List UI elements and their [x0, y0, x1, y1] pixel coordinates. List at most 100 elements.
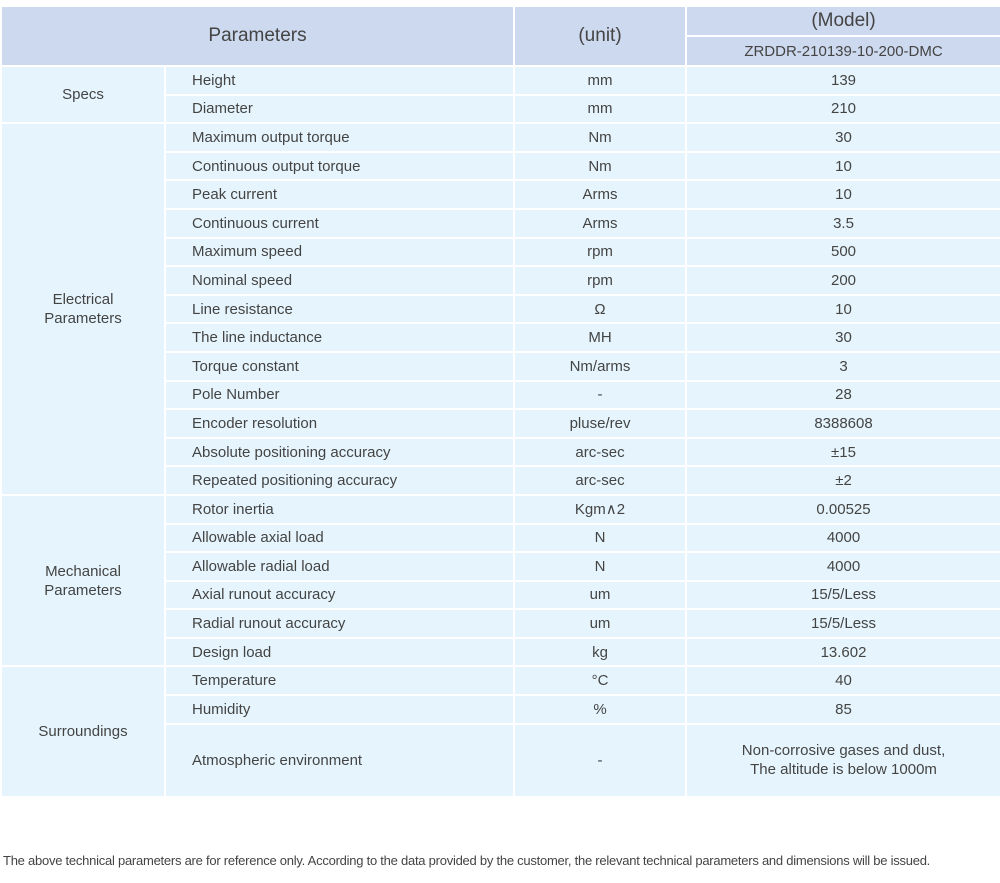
table-row: Nominal speed rpm 200	[1, 265, 1000, 296]
table-row: Line resistance Ω 10	[1, 293, 1000, 325]
header-model-label: (Model)	[685, 5, 1000, 37]
cell-unit: N	[513, 551, 688, 582]
cell-unit: %	[513, 694, 688, 725]
cell-name: Rotor inertia	[163, 493, 516, 525]
cell-unit: pluse/rev	[513, 408, 688, 439]
table-row: Peak current Arms 10	[1, 179, 1000, 210]
cell-unit: Nm	[513, 122, 688, 153]
cell-name: Continuous output torque	[163, 150, 516, 182]
cell-unit: Arms	[513, 207, 688, 239]
cell-unit: kg	[513, 636, 688, 668]
cell-value: 10	[685, 179, 1000, 210]
header-model-name: ZRDDR-210139-10-200-DMC	[685, 35, 1000, 67]
cell-name: Maximum output torque	[163, 122, 516, 153]
cell-unit: N	[513, 522, 688, 554]
cell-unit: -	[513, 722, 688, 798]
table-row: Continuous current Arms 3.5	[1, 207, 1000, 239]
cell-unit: mm	[513, 65, 688, 96]
table-row: Repeated positioning accuracy arc-sec ±2	[1, 465, 1000, 496]
cell-name: Torque constant	[163, 350, 516, 382]
cell-name: Design load	[163, 636, 516, 668]
cell-value: 3.5	[685, 207, 1000, 239]
footnote: The above technical parameters are for r…	[3, 853, 931, 868]
cell-value: 30	[685, 122, 1000, 153]
table-row: Atmospheric environment - Non-corrosive ga…	[1, 722, 1000, 798]
table-row: Torque constant Nm/arms 3	[1, 350, 1000, 382]
cell-value: 8388608	[685, 408, 1000, 439]
cell-name: Continuous current	[163, 207, 516, 239]
cell-name: Height	[163, 65, 516, 96]
table-row: Pole Number -28	[1, 379, 1000, 411]
cell-value: 139	[685, 65, 1000, 96]
cell-name: Allowable axial load	[163, 522, 516, 554]
table-row: Maximum speed rpm 500	[1, 236, 1000, 268]
cell-unit: Nm	[513, 150, 688, 182]
cell-value: 210	[685, 93, 1000, 125]
table-row: Humidity% 85	[1, 694, 1000, 725]
cell-unit: um	[513, 608, 688, 639]
table-row: Specs Height mm 139	[0, 64, 1000, 125]
cell-name: Repeated positioning accuracy	[163, 465, 516, 496]
cell-value: 4000	[685, 522, 1000, 554]
cell-value: 0.00525	[685, 493, 1000, 525]
cell-name: Temperature	[163, 665, 516, 697]
table-row: Design load kg 13.602	[1, 636, 1000, 668]
cell-unit: mm	[513, 93, 688, 125]
cell-name: Allowable radial load	[163, 551, 516, 582]
table-row: Radial runout accuracy um 15/5/Less	[1, 608, 1000, 639]
cell-name: Line resistance	[163, 293, 516, 325]
cell-unit: rpm	[513, 236, 688, 268]
group-label: Specs	[0, 64, 166, 125]
table-row: Electrical Parameters Maximum output torq…	[0, 122, 1000, 496]
group-label: Surroundings	[0, 665, 166, 798]
cell-unit: rpm	[513, 265, 688, 296]
cell-unit: °C	[513, 665, 688, 697]
header-parameters: Parameters	[0, 5, 516, 67]
table-row: Absolute positioning accuracy arc-sec ±15	[1, 436, 1000, 468]
cell-value: 28	[685, 379, 1000, 411]
cell-name: Nominal speed	[163, 265, 516, 296]
cell-value: 10	[685, 150, 1000, 182]
table-row: Diameter mm 210	[1, 93, 1000, 125]
cell-unit: -	[513, 379, 688, 411]
cell-unit: Arms	[513, 179, 688, 210]
cell-value: 3	[685, 350, 1000, 382]
cell-value: ±15	[685, 436, 1000, 468]
cell-unit: Kgm∧2	[513, 493, 688, 525]
cell-name: The line inductance	[163, 322, 516, 353]
cell-name: Maximum speed	[163, 236, 516, 268]
cell-name: Axial runout accuracy	[163, 579, 516, 611]
table-row: Surroundings Temperature °C 40	[0, 665, 1000, 798]
table-row: Allowable radial load N 4000	[1, 551, 1000, 582]
cell-unit: arc-sec	[513, 465, 688, 496]
group-label: Electrical Parameters	[0, 122, 166, 496]
cell-name: Encoder resolution	[163, 408, 516, 439]
table-row: Allowable axial load N 4000	[1, 522, 1000, 554]
table-row: Axial runout accuracy um 15/5/Less	[1, 579, 1000, 611]
cell-value: 4000	[685, 551, 1000, 582]
cell-value: 40	[685, 665, 1000, 697]
cell-name: Diameter	[163, 93, 516, 125]
cell-unit: MH	[513, 322, 688, 353]
cell-value: 85	[685, 694, 1000, 725]
cell-unit: Nm/arms	[513, 350, 688, 382]
header-unit: (unit)	[513, 5, 688, 67]
group-label: Mechanical Parameters	[0, 493, 166, 668]
cell-unit: um	[513, 579, 688, 611]
cell-value: 200	[685, 265, 1000, 296]
cell-unit: Ω	[513, 293, 688, 325]
cell-value: 15/5/Less	[685, 579, 1000, 611]
table-row: Mechanical Parameters Rotor inertia Kgm∧2 0…	[0, 493, 1000, 668]
table-row: Continuous output torque Nm 10	[1, 150, 1000, 182]
cell-value: 500	[685, 236, 1000, 268]
cell-name: Radial runout accuracy	[163, 608, 516, 639]
table-row: The line inductance MH 30	[1, 322, 1000, 353]
cell-value: 10	[685, 293, 1000, 325]
cell-name: Peak current	[163, 179, 516, 210]
cell-name: Pole Number	[163, 379, 516, 411]
cell-value: Non-corrosive gases and dust, The altitu…	[685, 722, 1000, 798]
cell-unit: arc-sec	[513, 436, 688, 468]
cell-name: Absolute positioning accuracy	[163, 436, 516, 468]
spec-table: Parameters (unit) (Model) ZRDDR-210139-1…	[0, 5, 1000, 798]
cell-name: Humidity	[163, 694, 516, 725]
